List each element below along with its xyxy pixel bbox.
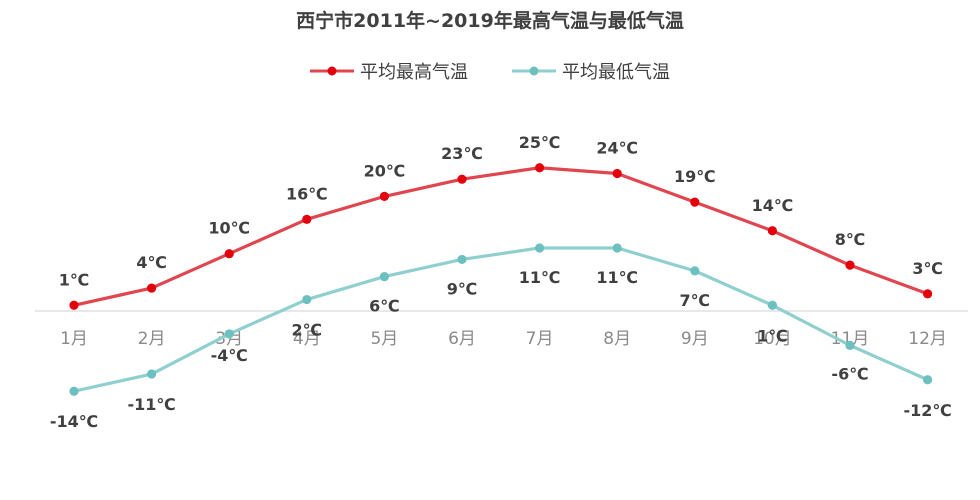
x-tick-label: 3月 [215,329,243,349]
data-label-min: 11℃ [519,268,561,287]
x-tick-label: 1月 [60,329,88,349]
data-label-max: 10℃ [208,219,250,238]
x-tick-label: 8月 [603,329,631,349]
data-label-min: -11℃ [127,395,175,414]
data-point-max [767,226,778,236]
data-label-max: 19℃ [674,167,716,186]
legend-swatch-min [512,66,556,76]
x-tick-label: 6月 [448,329,476,349]
data-point-min [767,300,778,310]
data-label-min: -6℃ [831,364,868,383]
data-label-min: 1℃ [757,326,788,345]
legend-item-min: 平均最低气温 [512,58,670,84]
chart-title: 西宁市2011年~2019年最高气温与最低气温 [296,10,684,32]
legend-swatch-max [310,66,354,76]
data-point-min [845,340,855,350]
data-label-max: 25℃ [519,133,561,152]
data-label-max: 14℃ [752,196,794,215]
data-point-max [690,197,700,207]
data-point-max [457,174,467,184]
data-labels: 1℃ 4℃ 10℃ 16℃ 20℃ 23℃ 25℃ 24℃ 19℃ 14℃ 8℃ 3℃ -14℃ -11℃… [50,133,952,431]
data-point-min [535,243,545,253]
x-tick-label: 10月 [753,329,792,349]
data-point-max [379,191,389,201]
x-tick-label: 2月 [138,329,166,349]
x-tick-label: 12月 [908,329,947,349]
data-point-max [535,163,545,173]
data-label-max: 3℃ [912,259,943,278]
legend-label-max: 平均最高气温 [360,62,468,83]
data-point-max [845,260,855,270]
data-point-max [612,168,622,179]
data-label-max: 4℃ [136,253,167,272]
data-point-min [69,386,79,396]
data-label-max: 1℃ [59,270,90,289]
legend-item-max: 平均最高气温 [310,58,468,84]
legend-label-min: 平均最低气温 [562,62,670,83]
data-point-max [302,214,312,224]
data-label-max: 24℃ [596,138,638,157]
x-tick-label: 7月 [526,329,554,349]
data-point-min [379,272,389,282]
data-point-min [690,266,700,276]
data-point-max [224,249,234,259]
data-point-max [69,300,79,310]
data-point-min [612,243,622,253]
data-label-min: -12℃ [903,401,951,420]
data-label-min: -14℃ [50,412,98,431]
data-label-min: 2℃ [292,321,323,340]
data-point-min [923,375,933,385]
data-label-max: 20℃ [364,161,406,180]
data-point-min [147,369,157,379]
x-tick-label: 5月 [370,329,398,349]
data-label-min: 9℃ [447,279,478,298]
data-point-min [224,329,234,339]
data-point-max [147,283,157,293]
data-label-min: -4℃ [211,346,248,365]
series-line-min [72,246,930,393]
data-label-max: 8℃ [835,230,866,249]
data-label-max: 23℃ [441,144,483,163]
data-point-min [302,294,312,305]
legend: 平均最高气温 平均最低气温 [0,58,980,84]
x-axis: 1月 2月 3月 4月 5月 6月 7月 8月 9月 10月 11月 12月 [35,310,968,349]
data-label-min: 7℃ [680,291,711,310]
data-point-min [457,254,467,265]
x-tick-label: 9月 [681,329,709,349]
x-tick-label: 4月 [293,329,321,349]
series-line-max [72,166,930,307]
data-label-min: 11℃ [596,268,638,287]
data-label-max: 16℃ [286,184,328,203]
data-label-min: 6℃ [369,297,400,316]
series-layer [69,163,933,396]
x-tick-label: 11月 [831,329,870,349]
data-point-max [923,289,933,299]
